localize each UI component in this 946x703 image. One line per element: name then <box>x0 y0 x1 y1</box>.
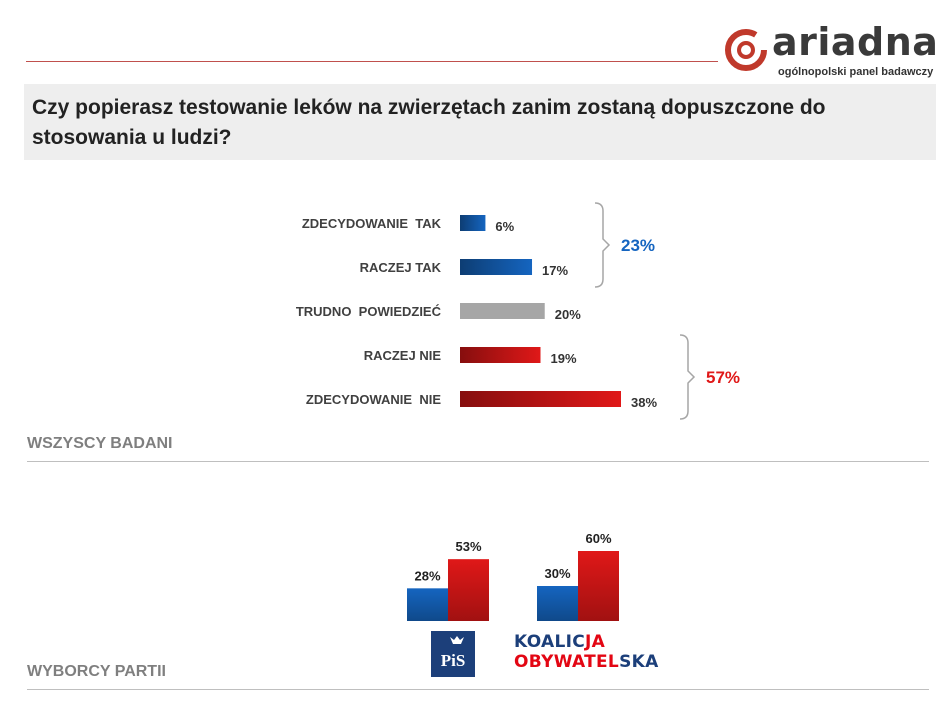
ko-logo-text-2a: OBYWATEL <box>514 652 620 672</box>
category-label: RACZEJ TAK <box>360 260 442 275</box>
value-label: 53% <box>455 539 481 554</box>
ko-logo-text-1b: JA <box>585 632 606 652</box>
party-voters-chart: 28% 53% 30% 60% <box>407 531 619 621</box>
header-rule <box>26 61 718 62</box>
bar <box>460 391 621 407</box>
ko-logo: KOALICJA OBYWATELSKA <box>514 632 659 672</box>
ko-logo-text-2b: SKA <box>619 652 659 672</box>
category-label: RACZEJ NIE <box>364 348 442 363</box>
bar <box>460 303 545 319</box>
eagle-icon <box>450 636 464 644</box>
ariadna-spiral-icon <box>725 29 767 71</box>
brand-logo: ariadna ogólnopolski panel badawczy <box>724 20 938 82</box>
question-title: Czy popierasz testowanie leków na zwierz… <box>24 84 936 160</box>
bar <box>460 347 541 363</box>
bar <box>407 588 448 621</box>
section-divider-parties <box>27 689 929 690</box>
brand-name: ariadna <box>772 20 939 64</box>
value-label: 28% <box>414 568 440 583</box>
section-divider-all <box>27 461 929 462</box>
value-label: 30% <box>544 566 570 581</box>
group-bracket <box>594 202 611 288</box>
all-respondents-chart: ZDECYDOWANIE TAK 6% RACZEJ TAK 17% TRUDNO PO… <box>296 202 740 420</box>
value-label: 19% <box>551 351 577 366</box>
value-label: 6% <box>495 219 514 234</box>
value-label: 60% <box>585 531 611 546</box>
group-bracket <box>679 334 696 420</box>
bar <box>537 586 578 621</box>
bar <box>460 215 486 231</box>
value-label: 17% <box>542 263 568 278</box>
group-total-label: 57% <box>706 368 740 387</box>
section-label-parties: WYBORCY PARTII <box>27 663 166 680</box>
ko-logo-text-1a: KOALIC <box>514 632 585 652</box>
bar <box>448 559 489 621</box>
group-total-label: 23% <box>621 236 655 255</box>
value-label: 38% <box>631 395 657 410</box>
bar <box>460 259 533 275</box>
category-label: TRUDNO POWIEDZIEĆ <box>296 304 442 319</box>
category-label: ZDECYDOWANIE TAK <box>302 216 442 231</box>
category-label: ZDECYDOWANIE NIE <box>306 392 441 407</box>
pis-logo: PiS <box>431 631 475 677</box>
pis-logo-text: PiS <box>440 651 466 670</box>
brand-tagline: ogólnopolski panel badawczy <box>778 66 934 78</box>
bar <box>578 551 619 621</box>
section-label-all: WSZYSCY BADANI <box>27 435 173 452</box>
value-label: 20% <box>555 307 581 322</box>
